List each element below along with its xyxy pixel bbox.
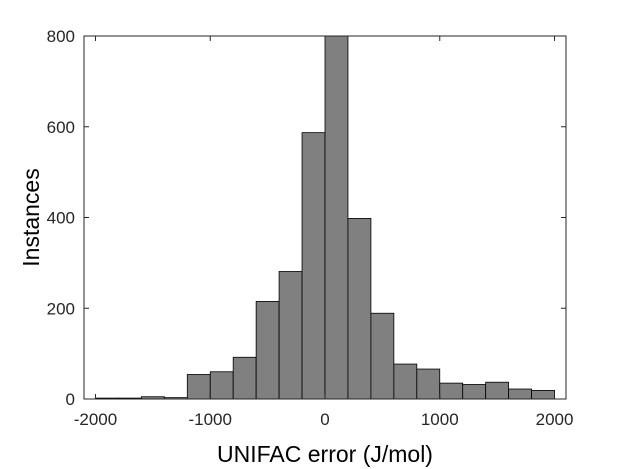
y-tick-label-4: 800 xyxy=(47,27,75,46)
x-tick-label-2: 0 xyxy=(320,410,329,429)
histogram-bar-14 xyxy=(416,368,441,400)
y-tick-label-1: 200 xyxy=(47,299,75,318)
histogram-bar-13 xyxy=(393,363,418,400)
x-axis-title: UNIFAC error (J/mol) xyxy=(217,441,433,467)
histogram-bar-12 xyxy=(370,312,395,400)
histogram-bar-10 xyxy=(324,35,349,400)
x-tick-label-4: 2000 xyxy=(536,410,574,429)
histogram-bar-19 xyxy=(531,389,555,400)
x-tick-label-1: -1000 xyxy=(188,410,231,429)
bars-group xyxy=(95,35,555,400)
histogram-bar-9 xyxy=(301,132,326,400)
histogram-bar-16 xyxy=(462,384,487,400)
histogram-bar-17 xyxy=(485,381,510,400)
histogram-bar-8 xyxy=(278,271,303,400)
histogram-bar-15 xyxy=(439,382,464,400)
histogram-bar-11 xyxy=(347,218,372,400)
histogram-bar-7 xyxy=(255,301,280,400)
histogram-bar-18 xyxy=(508,388,532,400)
histogram-bar-4 xyxy=(186,374,211,400)
y-tick-label-3: 600 xyxy=(47,118,75,137)
histogram-bar-5 xyxy=(209,371,234,400)
x-tick-label-3: 1000 xyxy=(421,410,459,429)
x-tick-label-0: -2000 xyxy=(74,410,117,429)
histogram-bar-6 xyxy=(232,356,257,400)
y-tick-label-2: 400 xyxy=(47,209,75,228)
y-axis-title: Instances xyxy=(18,168,44,266)
plot-frame xyxy=(83,35,567,400)
tick-labels-group: -2000 -1000 0 1000 2000 0 200 400 600 800 xyxy=(47,27,574,429)
y-tick-label-0: 0 xyxy=(66,390,75,409)
